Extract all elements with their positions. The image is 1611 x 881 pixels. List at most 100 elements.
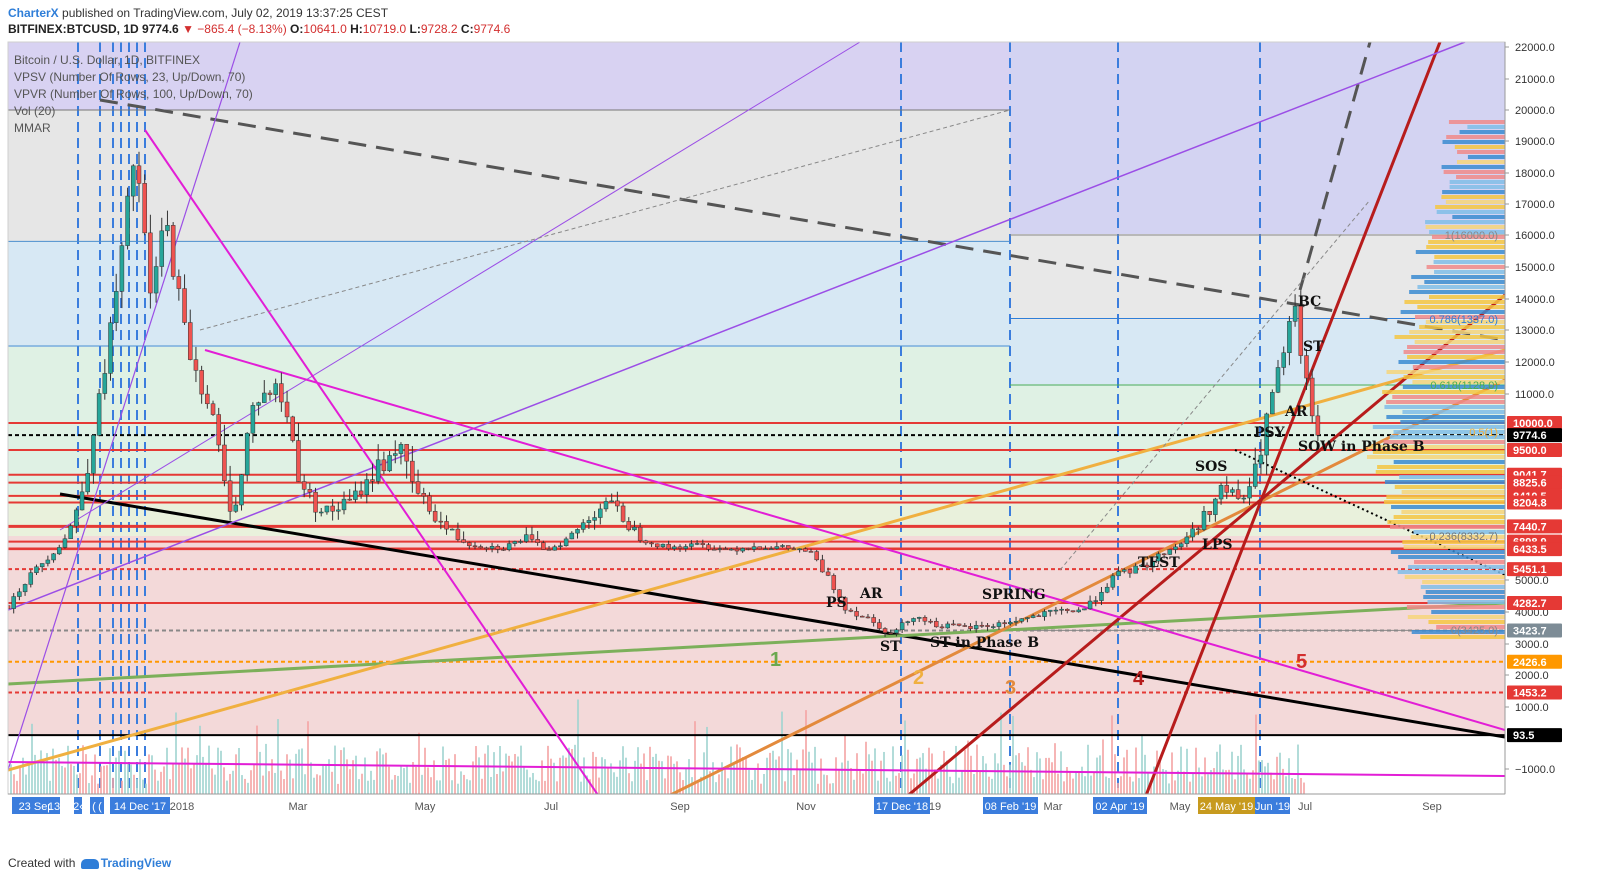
candle-body (307, 489, 313, 493)
volume-bar (1012, 715, 1014, 794)
candle-body (1070, 610, 1076, 613)
volume-bar (628, 773, 630, 794)
wyckoff-annotations: BC ST AR PSY SOW in Phase B SOS LPS TEST SPRING P… (770, 230, 1498, 699)
time-highlight-label: 08 Feb '19 (985, 801, 1037, 813)
price-level-tag-label: 6433.5 (1513, 544, 1547, 556)
price-tick-label: 4000.0 (1515, 607, 1549, 619)
candle-body (284, 401, 290, 418)
volume-bar (475, 746, 477, 794)
wyckoff-label: SPRING (982, 587, 1046, 603)
volume-bar (823, 774, 825, 794)
candle-body (1201, 511, 1207, 530)
candle-body (1235, 489, 1241, 499)
candle-body (1241, 497, 1247, 500)
volume-bar (541, 760, 543, 794)
volume-profile-bar (1403, 375, 1505, 379)
candle-body (467, 542, 472, 547)
volume-bar (772, 750, 774, 794)
volume-bar (610, 763, 612, 794)
candle-body (911, 618, 916, 622)
price-axis[interactable]: −1000.0 1000.0 2000.0 3000.0 4000.0 5000.0 110… (1504, 42, 1611, 794)
candle-body (888, 632, 893, 634)
volume-bar (874, 748, 876, 794)
volume-bar (1123, 757, 1125, 794)
volume-bar (166, 747, 168, 794)
volume-bar (784, 781, 786, 794)
volume-profile-bar (1467, 125, 1505, 129)
volume-bar (1267, 762, 1269, 794)
candle-body (1304, 355, 1309, 379)
volume-bar (1210, 769, 1212, 794)
candle-body (899, 622, 905, 631)
volume-profile-bar (1415, 315, 1505, 319)
volume-profile-bar (1435, 205, 1505, 209)
candle-body (1213, 498, 1218, 515)
volume-bar (520, 745, 522, 794)
volume-bar (343, 747, 345, 794)
volume-profile-bar (1414, 340, 1505, 344)
price-level-tag (1507, 562, 1562, 577)
wyckoff-label: AR (1284, 404, 1308, 420)
volume-bar (160, 771, 162, 794)
volume-bar (1030, 769, 1032, 794)
volume-bar (958, 777, 960, 794)
volume-profile-bar (1425, 590, 1505, 594)
candle-body (176, 276, 182, 289)
volume-bar (1285, 776, 1287, 794)
price-level-tag (1507, 443, 1562, 457)
volume-profile-bar (1426, 265, 1505, 269)
volume-bar (1135, 747, 1137, 794)
candle-body (603, 501, 609, 510)
volume-bar (805, 710, 807, 794)
candle-body (780, 545, 785, 547)
candle-body (125, 195, 130, 246)
candle-body (142, 183, 147, 234)
volume-bar (1219, 744, 1221, 794)
candle-body (991, 626, 996, 628)
symbol-label[interactable]: BITFINEX:BTCUSD, 1D (8, 22, 139, 36)
volume-profile-bar (1449, 185, 1505, 189)
volume-bar (403, 768, 405, 794)
volume-bar (1264, 766, 1266, 794)
volume-bar (481, 778, 483, 794)
candle-body (1042, 611, 1047, 617)
volume-profile-bar (1448, 120, 1505, 124)
volume-bar (796, 759, 798, 794)
volume-profile-bar (1434, 270, 1505, 274)
volume-bar (970, 755, 972, 794)
candle-body (740, 548, 745, 552)
tradingview-brand[interactable]: TradingView (100, 856, 172, 870)
author-name[interactable]: CharterX (8, 6, 59, 20)
volume-bar (217, 747, 219, 794)
candle-body (1156, 553, 1161, 562)
volume-bar (688, 759, 690, 794)
volume-bar (37, 761, 39, 794)
volume-bar (394, 775, 396, 794)
volume-bar (1063, 781, 1065, 794)
candle-body (489, 546, 495, 549)
legend-item[interactable]: MMAR (14, 121, 51, 135)
legend-title[interactable]: Bitcoin / U.S. Dollar, 1D, BITFINEX (14, 53, 201, 67)
candle-body (683, 546, 688, 549)
volume-bar (1078, 772, 1080, 794)
volume-bar (559, 757, 561, 794)
volume-bar (259, 751, 261, 794)
candle-body (296, 440, 301, 482)
legend-item[interactable]: VPVR (Number Of Rows, 100, Up/Down, 70) (14, 87, 253, 101)
candle-body (729, 548, 734, 551)
legend-item[interactable]: VPSV (Number Of Rows, 23, Up/Down, 70) (14, 70, 246, 84)
volume-profile-bar (1412, 365, 1505, 369)
volume-profile-bar (1442, 190, 1505, 194)
volume-bar (502, 771, 504, 794)
candle-body (273, 383, 278, 395)
volume-profile-bar (1384, 405, 1505, 409)
candle-body (1178, 543, 1184, 548)
volume-bar (655, 753, 657, 794)
volume-profile-bar (1456, 160, 1505, 164)
volume-bar (298, 749, 300, 794)
candle-body (706, 544, 711, 550)
volume-bar (418, 732, 420, 794)
legend-item[interactable]: Vol (20) (14, 104, 56, 118)
